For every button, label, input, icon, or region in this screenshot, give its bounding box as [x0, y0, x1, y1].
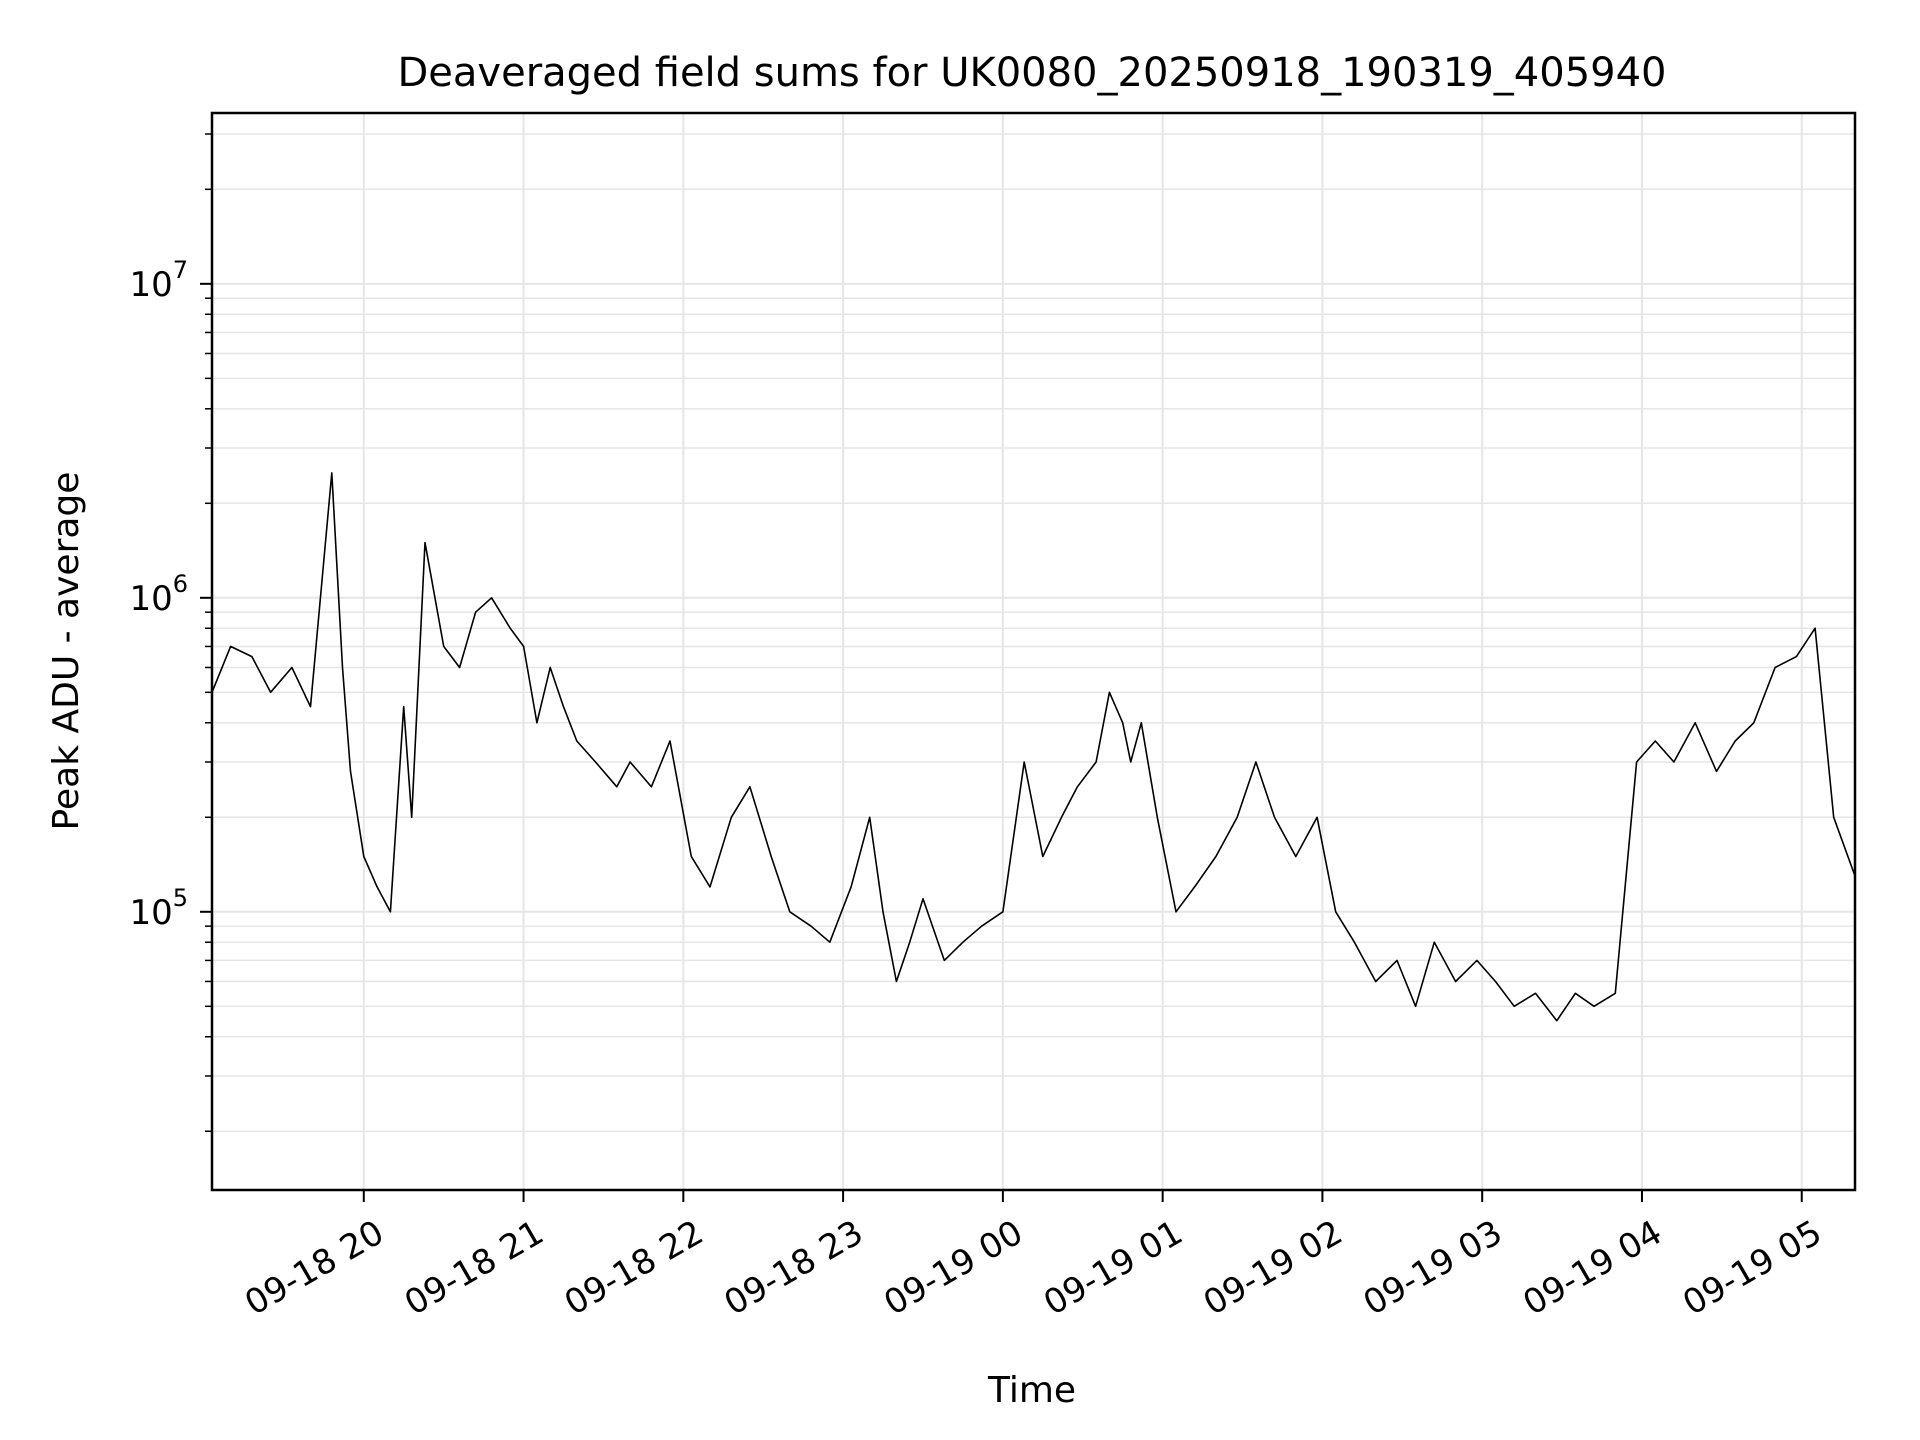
y-tick-base: 10 — [129, 265, 172, 305]
y-tick-label: 106 — [129, 570, 188, 619]
y-tick-exponent: 5 — [173, 884, 188, 912]
y-tick-exponent: 7 — [173, 256, 188, 284]
series-line — [211, 472, 1856, 1022]
series-layer — [211, 472, 1856, 1022]
y-tick-base: 10 — [129, 579, 172, 619]
plot-frame — [210, 111, 1857, 1192]
y-axis-label: Peak ADU - average — [46, 472, 87, 831]
x-axis-label: Time — [987, 1370, 1076, 1411]
y-tick-label: 105 — [129, 884, 188, 933]
chart-title: Deaveraged field sums for UK0080_2025091… — [397, 50, 1666, 96]
y-tick-exponent: 6 — [173, 570, 188, 598]
grid — [212, 113, 1855, 1190]
y-tick-base: 10 — [129, 893, 172, 933]
y-tick-label: 107 — [129, 256, 188, 305]
